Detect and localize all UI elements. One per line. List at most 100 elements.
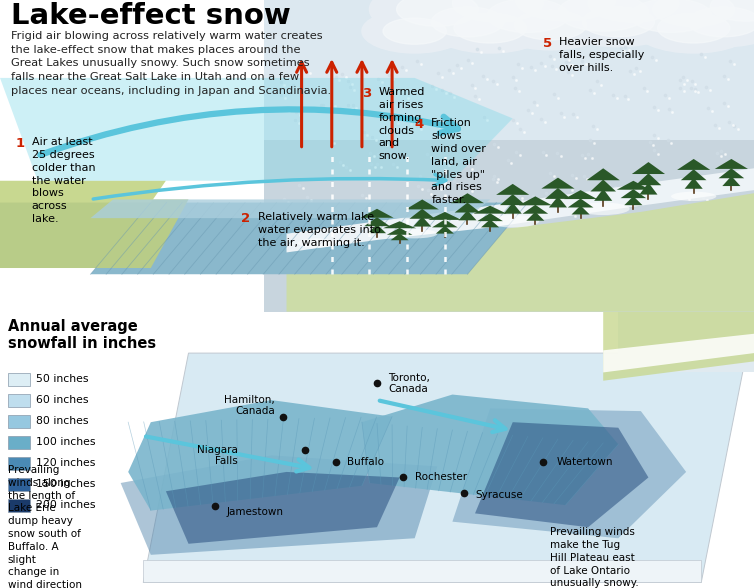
Point bbox=[329, 139, 341, 148]
Point bbox=[548, 55, 560, 64]
Point bbox=[446, 168, 458, 177]
Circle shape bbox=[686, 0, 754, 31]
Point bbox=[618, 46, 630, 56]
Point bbox=[429, 119, 441, 129]
Point bbox=[431, 181, 443, 190]
Text: Niagara
Falls: Niagara Falls bbox=[197, 445, 238, 466]
Point bbox=[715, 151, 727, 161]
Polygon shape bbox=[0, 78, 513, 181]
Point bbox=[371, 160, 383, 169]
Point bbox=[279, 211, 291, 220]
Point bbox=[321, 103, 333, 112]
Point bbox=[412, 181, 425, 191]
Point bbox=[405, 119, 417, 129]
Point bbox=[450, 171, 462, 180]
Point bbox=[644, 137, 656, 146]
Point bbox=[595, 80, 607, 89]
Polygon shape bbox=[128, 400, 392, 510]
Polygon shape bbox=[621, 189, 646, 198]
Point bbox=[448, 92, 460, 101]
Point bbox=[462, 193, 474, 203]
Point bbox=[510, 205, 522, 214]
Polygon shape bbox=[624, 196, 642, 205]
Point bbox=[390, 207, 402, 216]
Point bbox=[602, 181, 615, 190]
Point bbox=[551, 148, 563, 158]
Polygon shape bbox=[618, 312, 754, 372]
Circle shape bbox=[369, 0, 505, 38]
Point bbox=[488, 139, 500, 148]
Text: Jamestown: Jamestown bbox=[226, 507, 284, 517]
Polygon shape bbox=[603, 334, 754, 372]
Point bbox=[516, 196, 528, 206]
Point bbox=[492, 142, 504, 152]
Point bbox=[614, 197, 626, 206]
Circle shape bbox=[653, 0, 734, 26]
Point bbox=[555, 152, 567, 161]
Text: Prevailing
winds along
the length of
Lake Erie
dump heavy
snow south of
Buffalo.: Prevailing winds along the length of Lak… bbox=[8, 465, 81, 588]
Point bbox=[720, 176, 732, 186]
Point bbox=[643, 173, 655, 183]
Point bbox=[578, 171, 590, 181]
Polygon shape bbox=[143, 353, 746, 583]
Circle shape bbox=[454, 13, 526, 43]
Point bbox=[296, 208, 308, 218]
Point bbox=[544, 168, 556, 177]
Point bbox=[444, 145, 456, 154]
Point bbox=[638, 83, 650, 93]
Point bbox=[698, 52, 710, 61]
Point bbox=[505, 185, 517, 195]
Point bbox=[539, 61, 551, 71]
Polygon shape bbox=[455, 202, 480, 212]
Point bbox=[559, 52, 572, 62]
Point bbox=[547, 61, 559, 71]
Point bbox=[701, 195, 713, 205]
Point bbox=[715, 146, 727, 155]
Point bbox=[718, 71, 730, 81]
Point bbox=[274, 77, 287, 86]
Polygon shape bbox=[166, 472, 400, 544]
Point bbox=[629, 195, 641, 205]
Polygon shape bbox=[549, 196, 567, 208]
Point bbox=[586, 153, 598, 162]
Point bbox=[280, 103, 292, 113]
Point bbox=[300, 211, 312, 220]
Text: 2: 2 bbox=[241, 212, 250, 225]
Point bbox=[435, 184, 447, 193]
Point bbox=[648, 131, 660, 140]
Point bbox=[477, 71, 489, 81]
FancyBboxPatch shape bbox=[264, 0, 754, 312]
Point bbox=[689, 86, 701, 96]
Point bbox=[510, 147, 522, 156]
Text: Annual average
snowfall in inches: Annual average snowfall in inches bbox=[8, 319, 155, 351]
Point bbox=[375, 163, 387, 172]
Point bbox=[606, 184, 618, 193]
Polygon shape bbox=[362, 395, 618, 505]
Point bbox=[569, 211, 581, 220]
Point bbox=[531, 194, 543, 203]
Point bbox=[618, 92, 630, 101]
Point bbox=[369, 163, 381, 172]
Point bbox=[685, 76, 697, 85]
Point bbox=[348, 85, 360, 95]
Polygon shape bbox=[681, 169, 706, 180]
Circle shape bbox=[516, 0, 615, 21]
Point bbox=[394, 210, 406, 219]
Point bbox=[421, 186, 434, 195]
Point bbox=[548, 90, 560, 99]
Point bbox=[612, 185, 624, 195]
Point bbox=[525, 62, 537, 71]
Point bbox=[731, 210, 743, 219]
Point bbox=[339, 72, 351, 82]
Polygon shape bbox=[458, 211, 477, 220]
Point bbox=[665, 138, 677, 148]
Polygon shape bbox=[428, 212, 461, 220]
Point bbox=[529, 65, 541, 75]
Bar bbox=[8, 457, 30, 470]
Polygon shape bbox=[0, 199, 188, 268]
Point bbox=[507, 72, 519, 82]
Point bbox=[305, 198, 317, 207]
Point bbox=[401, 116, 413, 126]
Point bbox=[481, 74, 493, 83]
Polygon shape bbox=[545, 188, 571, 199]
